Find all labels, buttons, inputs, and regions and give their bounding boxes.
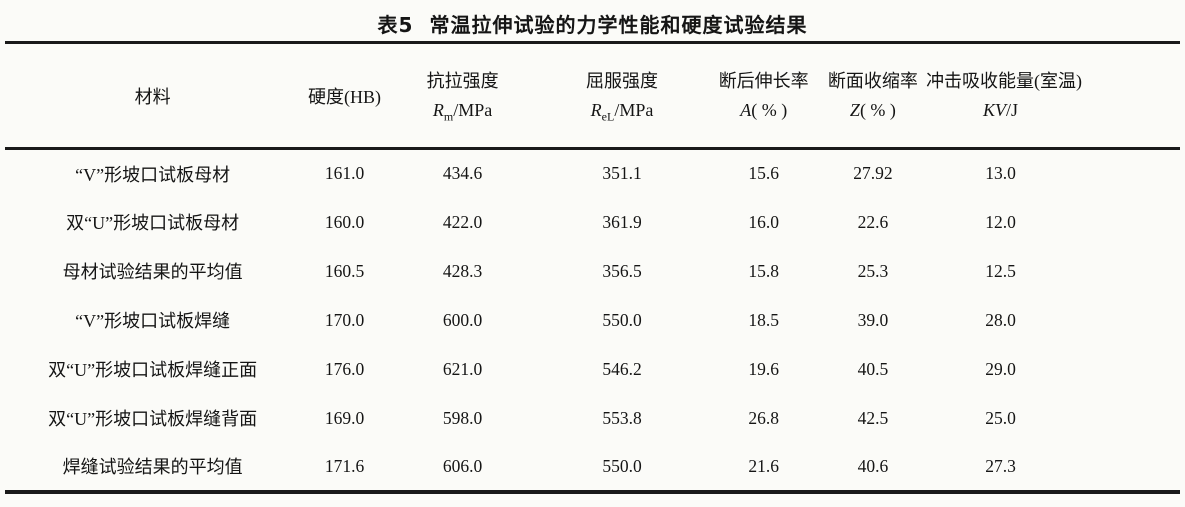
impact-cell: 28.0 [985,309,1016,330]
tensile-cell: 621.0 [442,358,483,379]
elongation-cell: 26.8 [748,407,779,428]
impact-cell: 25.0 [985,407,1016,428]
col-header-symbol: ReL/MPa [590,99,654,124]
material-cell: “V”形坡口试板焊缝 [75,311,231,331]
header-row: 材料 硬度(HB) 抗拉强度 Rm/MPa 屈服强度 ReL/MPa 断后伸长率… [5,43,1180,149]
col-header-label: 冲击吸收能量(室温) [926,70,1083,91]
reduction-cell: 25.3 [857,260,889,281]
table-row: 母材试验结果的平均值 160.5 428.3 356.5 15.8 25.3 1… [5,247,1180,296]
impact-cell: 13.0 [985,163,1016,184]
yield-cell: 361.9 [602,211,642,232]
col-header-tensile-strength: 抗拉强度 Rm/MPa [389,43,537,149]
table-row: “V”形坡口试板焊缝 170.0 600.0 550.0 18.5 39.0 2… [5,296,1180,345]
tensile-cell: 598.0 [442,407,483,428]
hardness-cell: 160.0 [324,211,365,232]
table-number: 表5 [377,13,414,37]
table-row: 双“U”形坡口试板母材 160.0 422.0 361.9 16.0 22.6 … [5,198,1180,247]
elongation-cell: 15.6 [748,163,779,184]
material-cell: 双“U”形坡口试板母材 [66,213,240,233]
material-cell: 母材试验结果的平均值 [62,262,243,282]
yield-cell: 550.0 [602,309,642,330]
col-header-label: 抗拉强度 [426,70,499,91]
tensile-cell: 606.0 [442,455,483,476]
elongation-cell: 15.8 [748,260,779,281]
elongation-cell: 19.6 [748,358,779,379]
table-row: 双“U”形坡口试板焊缝正面 176.0 621.0 546.2 19.6 40.… [5,345,1180,394]
col-header-symbol: A( % ) [740,99,788,120]
tensile-cell: 422.0 [442,211,483,232]
col-header-symbol: KV/J [983,99,1019,120]
yield-cell: 351.1 [602,163,642,184]
tensile-cell: 600.0 [442,309,483,330]
impact-cell: 12.5 [985,260,1016,281]
col-header-yield-strength: 屈服强度 ReL/MPa [536,43,707,149]
elongation-cell: 18.5 [748,309,779,330]
col-header-symbol: Z( % ) [849,99,896,120]
hardness-cell: 169.0 [324,407,365,428]
hardness-cell: 161.0 [324,163,365,184]
impact-cell: 27.3 [985,455,1016,476]
material-cell: 双“U”形坡口试板焊缝背面 [48,409,258,429]
reduction-cell: 39.0 [857,309,889,330]
yield-cell: 550.0 [602,455,642,476]
table-row: 焊缝试验结果的平均值 171.6 606.0 550.0 21.6 40.6 2… [5,443,1180,492]
col-header-label: 材料 [134,86,171,107]
reduction-cell: 42.5 [857,407,889,428]
hardness-cell: 171.6 [324,455,365,476]
reduction-cell: 40.5 [857,358,889,379]
table-caption: 常温拉伸试验的力学性能和硬度试验结果 [429,13,808,37]
results-table: 材料 硬度(HB) 抗拉强度 Rm/MPa 屈服强度 ReL/MPa 断后伸长率… [5,41,1180,494]
table-row: “V”形坡口试板母材 161.0 434.6 351.1 15.6 27.92 … [5,149,1180,198]
col-header-impact-energy: 冲击吸收能量(室温) KV/J [926,43,1180,149]
yield-cell: 546.2 [602,358,642,379]
col-header-symbol: Rm/MPa [432,99,493,124]
hardness-cell: 160.5 [324,260,365,281]
col-header-reduction-of-area: 断面收缩率 Z( % ) [820,43,926,149]
impact-cell: 29.0 [985,358,1016,379]
yield-cell: 553.8 [602,407,642,428]
material-cell: “V”形坡口试板母材 [75,164,231,185]
col-header-label: 硬度(HB) [308,86,381,107]
col-header-label: 屈服强度 [586,70,658,91]
hardness-cell: 170.0 [324,309,365,330]
reduction-cell: 40.6 [857,455,889,476]
impact-cell: 12.0 [985,211,1016,232]
elongation-cell: 16.0 [748,211,779,232]
reduction-cell: 22.6 [857,211,889,232]
col-header-material: 材料 [5,43,300,149]
col-header-label: 断面收缩率 [827,70,918,91]
table-title: 表5 常温拉伸试验的力学性能和硬度试验结果 [0,9,1185,38]
yield-cell: 356.5 [602,260,642,281]
tensile-cell: 434.6 [442,163,483,184]
table-row: 双“U”形坡口试板焊缝背面 169.0 598.0 553.8 26.8 42.… [5,394,1180,443]
tensile-cell: 428.3 [442,260,483,281]
col-header-hardness: 硬度(HB) [300,43,389,149]
col-header-elongation: 断后伸长率 A( % ) [708,43,820,149]
reduction-cell: 27.92 [853,163,893,184]
col-header-label: 断后伸长率 [718,70,809,91]
hardness-cell: 176.0 [324,358,365,379]
material-cell: 双“U”形坡口试板焊缝正面 [48,360,258,380]
material-cell: 焊缝试验结果的平均值 [62,457,243,477]
elongation-cell: 21.6 [748,455,779,476]
